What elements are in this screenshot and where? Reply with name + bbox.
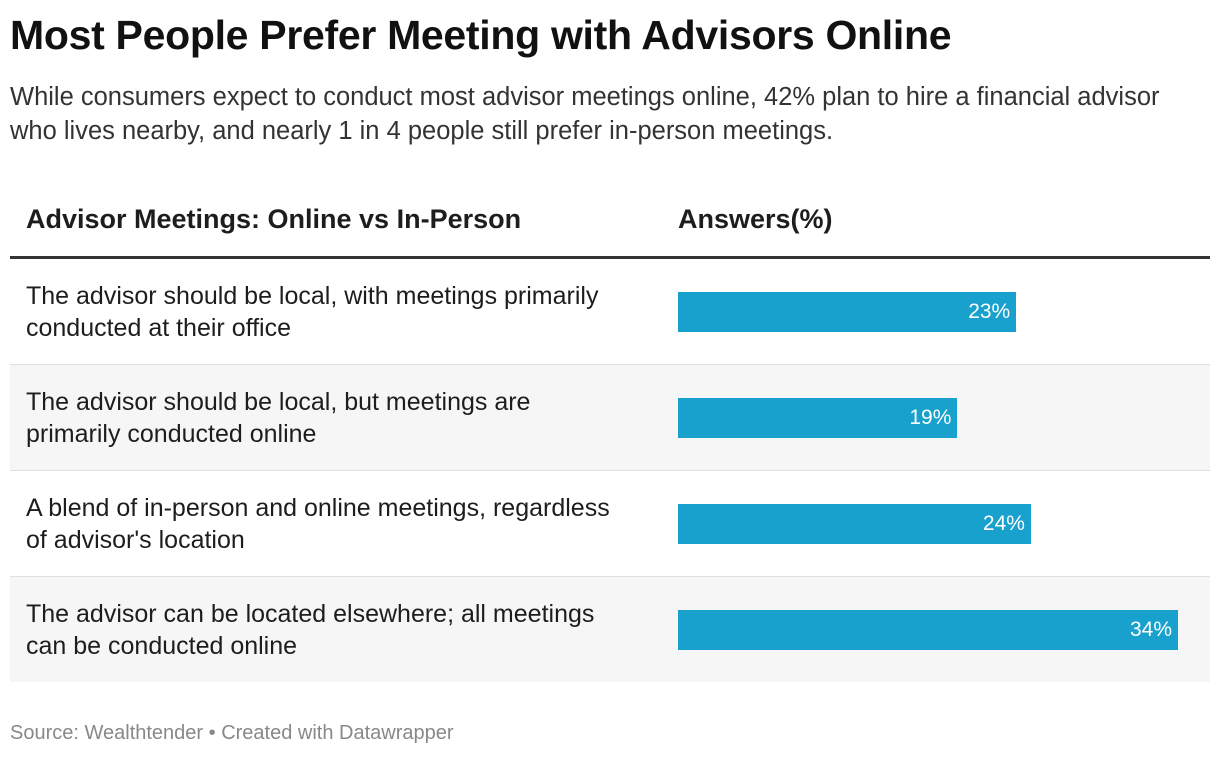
credit-note: Created with Datawrapper — [221, 722, 454, 744]
row-label: The advisor should be local, but meeting… — [26, 387, 531, 448]
table-body: The advisor should be local, with meetin… — [10, 259, 1210, 682]
bar-value-label: 23% — [968, 299, 1011, 323]
chart-title: Most People Prefer Meeting with Advisors… — [10, 12, 952, 58]
table-row: The advisor should be local, with meetin… — [10, 259, 1210, 365]
bar: 23% — [678, 291, 1017, 332]
table-row: A blend of in-person and online meetings… — [10, 471, 1210, 577]
column-header-answers: Answers(%) — [678, 204, 833, 234]
bar-value-label: 19% — [909, 405, 952, 429]
chart-footer: Source: Wealthtender • Created with Data… — [10, 722, 454, 745]
bar-value-label: 24% — [982, 511, 1025, 535]
bar: 24% — [678, 503, 1031, 544]
footer-separator: • — [203, 722, 222, 744]
row-label: The advisor should be local, with meetin… — [26, 281, 599, 342]
column-header-category: Advisor Meetings: Online vs In-Person — [26, 204, 522, 234]
table-row: The advisor can be located elsewhere; al… — [10, 577, 1210, 682]
bar: 19% — [678, 397, 958, 438]
bar-table: Advisor Meetings: Online vs In-Person An… — [10, 188, 1210, 682]
table-header: Advisor Meetings: Online vs In-Person An… — [10, 188, 1210, 259]
table-row: The advisor should be local, but meeting… — [10, 365, 1210, 471]
source-note: Source: Wealthtender — [10, 722, 204, 744]
row-label: A blend of in-person and online meetings… — [26, 493, 610, 554]
bar: 34% — [678, 609, 1178, 650]
row-label: The advisor can be located elsewhere; al… — [26, 599, 595, 660]
chart-subtitle: While consumers expect to conduct most a… — [10, 83, 1160, 145]
bar-value-label: 34% — [1129, 617, 1172, 641]
